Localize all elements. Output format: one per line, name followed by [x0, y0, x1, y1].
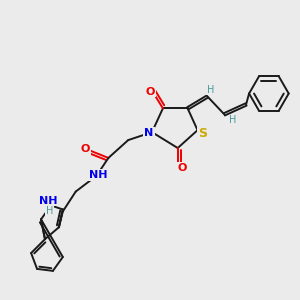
Text: O: O	[81, 144, 90, 154]
Text: O: O	[145, 86, 155, 97]
Text: NH: NH	[89, 170, 108, 180]
Text: H: H	[229, 115, 236, 125]
Text: N: N	[144, 128, 154, 138]
Text: O: O	[177, 163, 186, 173]
Text: H: H	[207, 85, 214, 94]
Text: NH: NH	[39, 196, 57, 206]
Text: S: S	[198, 127, 207, 140]
Text: H: H	[46, 206, 54, 216]
